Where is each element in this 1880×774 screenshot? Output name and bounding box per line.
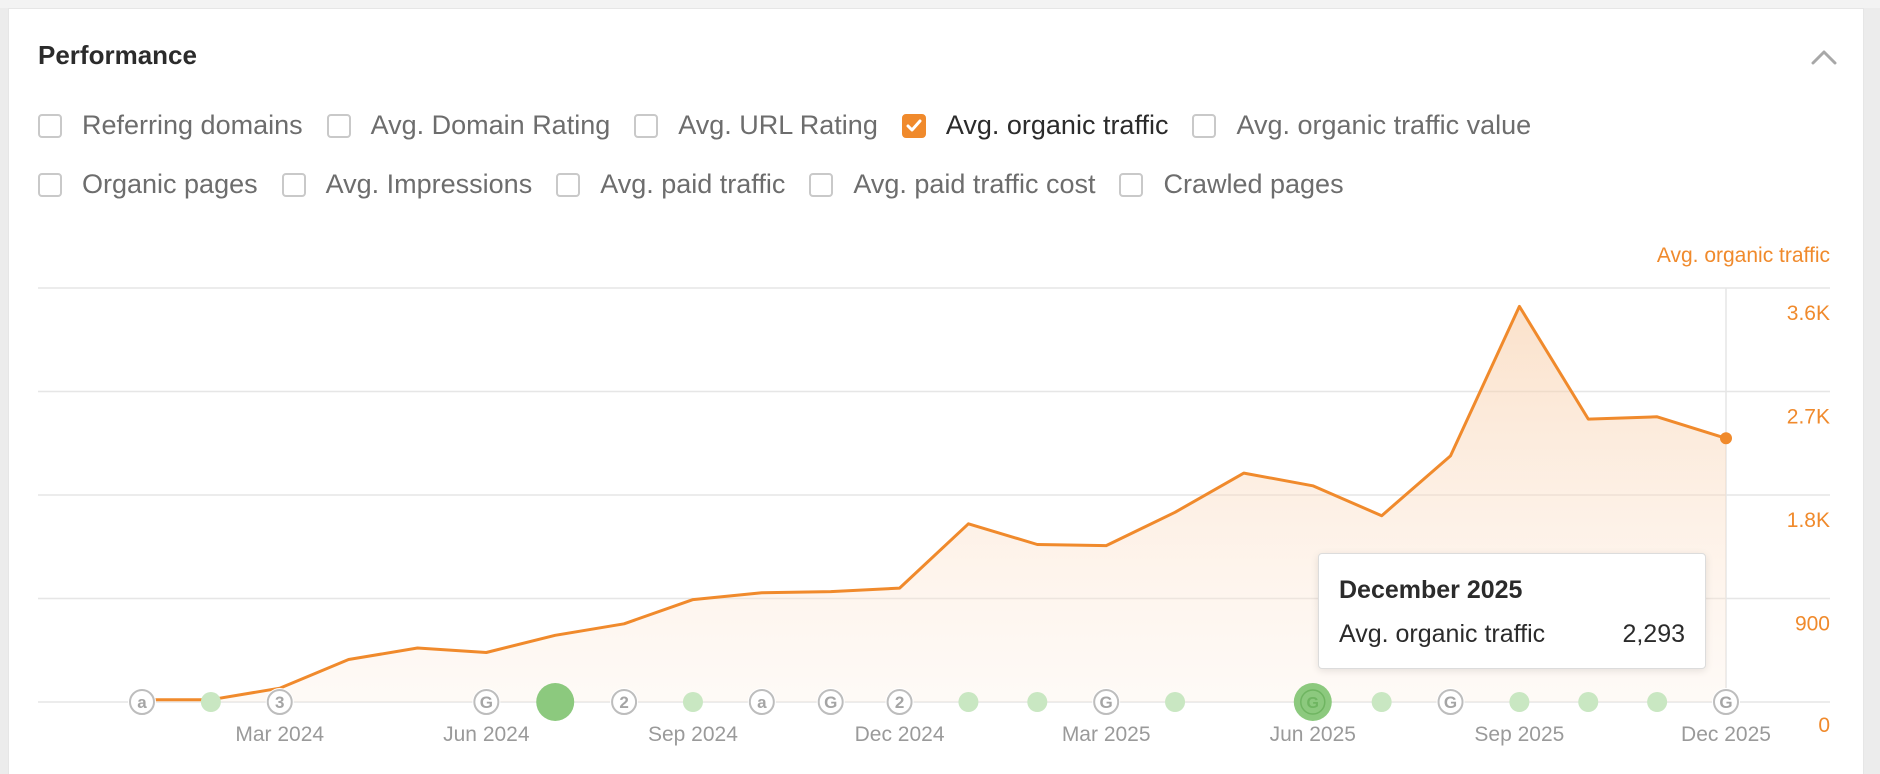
x-tick-label: Mar 2025	[1062, 723, 1151, 746]
event-annotation-icon[interactable]: a	[128, 688, 156, 716]
metric-option[interactable]: Referring domains	[38, 110, 303, 141]
tooltip-metric-value: 2,293	[1622, 620, 1685, 648]
metric-option-label: Referring domains	[82, 110, 303, 140]
svg-text:G: G	[824, 693, 837, 712]
x-tick-label: Jun 2025	[1270, 723, 1356, 746]
svg-text:3: 3	[275, 693, 284, 712]
y-tick-label: 0	[1818, 714, 1830, 737]
event-marker-dot[interactable]	[958, 692, 979, 712]
event-annotation-icon[interactable]: G	[1436, 688, 1465, 716]
top-divider	[0, 0, 1880, 8]
checkbox[interactable]	[326, 113, 351, 138]
metric-option[interactable]: Organic pages	[38, 169, 258, 200]
event-marker-dot[interactable]	[1647, 692, 1668, 712]
svg-text:G: G	[1719, 693, 1732, 712]
event-marker-dot[interactable]	[536, 683, 575, 721]
metric-option-label: Avg. URL Rating	[678, 110, 878, 140]
event-annotation-icon[interactable]: 2	[610, 688, 639, 716]
metric-option-label: Avg. organic traffic value	[1236, 110, 1532, 140]
metric-options-row-2: Organic pages Avg. Impressions Avg. paid t…	[38, 169, 1368, 200]
metric-option[interactable]: Avg. Impressions	[281, 169, 533, 200]
checkbox[interactable]	[1119, 172, 1144, 197]
event-marker-dot[interactable]	[1027, 692, 1048, 712]
x-tick-label: Dec 2025	[1681, 723, 1771, 746]
x-tick-label: Sep 2025	[1474, 723, 1564, 746]
y-tick-label: 2.7K	[1787, 406, 1830, 429]
event-marker-dot[interactable]	[200, 692, 221, 712]
checkmark-icon	[906, 119, 922, 131]
metric-option-label: Avg. paid traffic	[600, 169, 786, 199]
metric-option[interactable]: Avg. URL Rating	[634, 110, 878, 141]
x-tick-label: Mar 2024	[235, 723, 324, 746]
checkbox-checked[interactable]	[901, 113, 926, 138]
svg-text:2: 2	[619, 693, 628, 712]
checkbox[interactable]	[281, 172, 306, 197]
event-marker-dot[interactable]: G	[1293, 683, 1332, 721]
svg-text:2: 2	[895, 693, 904, 712]
metric-option-label: Avg. Impressions	[325, 169, 533, 199]
checkbox[interactable]	[556, 172, 581, 197]
svg-text:a: a	[137, 693, 147, 712]
checkbox[interactable]	[38, 172, 62, 197]
data-point[interactable]	[1720, 432, 1732, 445]
x-tick-label: Jun 2024	[443, 723, 530, 746]
panel-title: Performance	[38, 40, 197, 70]
x-tick-label: Sep 2024	[648, 723, 738, 746]
metric-option-label: Avg. Domain Rating	[370, 110, 611, 140]
metric-option[interactable]: Crawled pages	[1119, 169, 1344, 200]
chart-tooltip: December 2025 Avg. organic traffic 2,293	[1318, 553, 1706, 669]
event-annotation-icon[interactable]: 2	[885, 688, 914, 716]
metric-option[interactable]: Avg. organic traffic	[901, 110, 1169, 141]
checkbox[interactable]	[809, 172, 834, 197]
event-marker-dot[interactable]	[682, 692, 703, 712]
metric-option[interactable]: Avg. paid traffic cost	[809, 169, 1095, 200]
y-tick-label: 1.8K	[1787, 509, 1830, 532]
event-annotation-icon[interactable]: G	[472, 688, 501, 716]
tooltip-metric-label: Avg. organic traffic	[1339, 620, 1546, 648]
metric-option-label: Crawled pages	[1163, 169, 1344, 199]
event-marker-dot[interactable]	[1578, 692, 1599, 712]
svg-text:G: G	[480, 693, 493, 712]
event-annotation-icon[interactable]: a	[747, 688, 776, 716]
svg-text:G: G	[1307, 695, 1319, 712]
event-marker-dot[interactable]	[1509, 692, 1530, 712]
metric-option-label: Organic pages	[82, 169, 258, 199]
svg-text:G: G	[1444, 693, 1457, 712]
metric-options-row-1: Referring domains Avg. Domain Rating Avg. …	[38, 110, 1555, 141]
metric-option[interactable]: Avg. Domain Rating	[326, 110, 611, 141]
svg-text:G: G	[1100, 693, 1113, 712]
y-axis-title: Avg. organic traffic	[1657, 244, 1830, 267]
series-line	[142, 304, 1727, 702]
event-marker-dot[interactable]	[1371, 692, 1392, 712]
chevron-up-icon	[1811, 50, 1837, 65]
event-annotation-icon[interactable]: 3	[265, 688, 294, 716]
svg-text:a: a	[757, 693, 767, 712]
y-tick-label: 3.6K	[1787, 302, 1830, 325]
metric-option[interactable]: Avg. organic traffic value	[1192, 110, 1531, 141]
metric-option[interactable]: Avg. paid traffic	[556, 169, 785, 200]
event-marker-dot[interactable]	[1165, 692, 1186, 712]
metric-option-label: Avg. paid traffic cost	[853, 169, 1096, 199]
collapse-button[interactable]	[1808, 44, 1840, 70]
checkbox[interactable]	[1192, 113, 1217, 138]
event-annotation-icon[interactable]: G	[816, 688, 845, 716]
metric-option-label: Avg. organic traffic	[945, 110, 1169, 140]
event-annotation-icon[interactable]: G	[1712, 688, 1740, 716]
event-annotation-icon[interactable]: G	[1092, 688, 1121, 716]
y-tick-label: 900	[1795, 613, 1830, 636]
x-tick-label: Dec 2024	[855, 723, 945, 746]
tooltip-title: December 2025	[1339, 576, 1523, 604]
checkbox[interactable]	[634, 113, 659, 138]
checkbox[interactable]	[38, 113, 62, 138]
